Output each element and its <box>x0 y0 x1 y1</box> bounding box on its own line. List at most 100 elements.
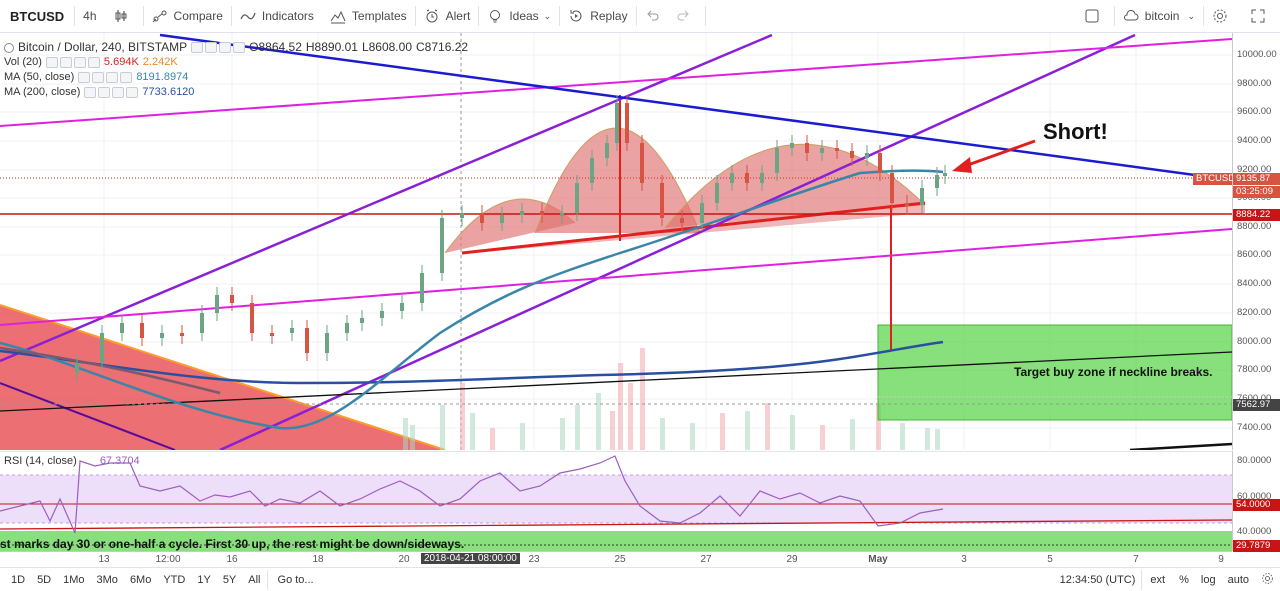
candle-body <box>520 211 524 215</box>
rsi-label: RSI (14, close) <box>4 455 77 467</box>
fullscreen-layout-button[interactable] <box>1076 0 1114 32</box>
time-tick-label: 27 <box>700 554 712 565</box>
time-tick-label: 9 <box>1218 554 1224 565</box>
price-tag-neckline: 8884.22 <box>1233 209 1280 221</box>
rsi-legend: RSI (14, close) 67.3704 <box>4 455 140 467</box>
rsi-bottom-note: st marks day 30 or one-half a cycle. Fir… <box>0 537 465 551</box>
replay-button[interactable]: Replay <box>560 0 635 32</box>
short-arrow <box>964 139 1036 168</box>
price-chart[interactable]: Short! Target buy zone if neckline break… <box>0 33 1232 450</box>
separator <box>635 6 637 26</box>
log-toggle[interactable]: log <box>1200 573 1216 586</box>
ext-toggle[interactable]: ext <box>1150 573 1166 586</box>
candle-body <box>615 103 619 143</box>
interval-button[interactable]: 4h <box>83 9 97 23</box>
auto-toggle[interactable]: auto <box>1227 573 1249 586</box>
price-tick-label: 9400.00 <box>1237 135 1272 146</box>
range-button[interactable]: 1D <box>11 573 26 586</box>
candle-body <box>480 213 484 223</box>
goto-button[interactable]: Go to... <box>277 573 314 586</box>
candle-body <box>575 183 579 213</box>
time-axis[interactable]: 9 7 5 3 May 29 27 25 23 20 18 16 12:00 13 2018-04-21 … <box>0 551 1232 568</box>
short-arrow-head <box>952 157 972 173</box>
fullscreen-button[interactable] <box>1242 0 1280 32</box>
crosshair-time-label: 2018-04-21 08:00:00 <box>421 553 520 564</box>
price-tag-countdown: 03:25:09 <box>1233 186 1280 198</box>
templates-button[interactable]: Templates <box>322 0 415 32</box>
compare-button[interactable]: Compare <box>144 0 231 32</box>
indicators-button[interactable]: Indicators <box>232 0 322 32</box>
replay-label: Replay <box>590 9 628 23</box>
ma200-label: MA (200, close) <box>4 86 81 98</box>
candle-body <box>100 333 104 363</box>
legend-buttons[interactable] <box>191 42 246 53</box>
range-button[interactable]: 6Mo <box>129 573 152 586</box>
alert-button[interactable]: Alert <box>416 0 479 32</box>
time-tick-label: 5 <box>1047 554 1053 565</box>
collapse-icon[interactable] <box>4 42 14 53</box>
rsi-trend-line <box>0 519 1232 530</box>
legend-ma50-row: MA (50, close) 8191.8974 <box>4 70 468 85</box>
utc-clock[interactable]: 12:34:50 (UTC) <box>1059 573 1136 586</box>
rsi-line <box>0 455 944 534</box>
rsi-tick-label: 40.0000 <box>1237 526 1272 537</box>
redo-button[interactable] <box>675 0 705 32</box>
candle-body <box>420 273 424 303</box>
legend-buttons[interactable] <box>78 72 133 83</box>
range-button[interactable]: YTD <box>163 573 186 586</box>
candle-body <box>140 323 144 338</box>
legend-buttons[interactable] <box>45 57 100 68</box>
layout-name: bitcoin <box>1144 9 1180 23</box>
price-tick-label: 9600.00 <box>1237 106 1272 117</box>
compare-label: Compare <box>173 9 223 23</box>
volume-value-b: 2.242K <box>142 56 178 68</box>
separator <box>704 6 706 26</box>
ma50-value: 8191.8974 <box>136 71 189 83</box>
settings-button[interactable] <box>1204 0 1242 32</box>
rsi-pane[interactable] <box>0 451 1232 551</box>
gear-icon <box>1262 572 1273 584</box>
settings-button[interactable] <box>1255 572 1280 588</box>
candle-body <box>400 303 404 311</box>
chart-style-button[interactable] <box>105 0 143 32</box>
price-axis[interactable]: 7400.00 7600.00 7800.00 8000.00 8200.00 8400.… <box>1193 33 1280 450</box>
rsi-tick-label: 60.0000 <box>1237 491 1272 502</box>
candle-body <box>590 158 594 183</box>
candle-body <box>75 363 79 373</box>
compare-icon <box>152 10 167 23</box>
legend-buttons[interactable] <box>84 87 139 98</box>
price-tick-label: 8000.00 <box>1237 336 1272 347</box>
symbol-title: Bitcoin / Dollar, 240, BITSTAMP <box>18 40 188 54</box>
ideas-button[interactable]: Ideas ⌄ <box>479 0 559 32</box>
purple-channel-top <box>0 33 773 363</box>
range-button[interactable]: 1Mo <box>63 573 85 586</box>
range-button[interactable]: All <box>248 573 261 586</box>
purple-channel-bottom <box>219 33 1136 450</box>
black-line <box>0 351 1232 412</box>
volume-bars <box>403 348 940 450</box>
ma-gray <box>0 346 221 395</box>
top-toolbar: BTCUSD 4h Compare Indicators Templates A… <box>0 0 1280 33</box>
percent-toggle[interactable]: % <box>1179 573 1189 586</box>
candle-body <box>640 143 644 183</box>
time-tick-label: 16 <box>226 554 238 565</box>
ma50-label: MA (50, close) <box>4 71 75 83</box>
chevron-down-icon: ⌄ <box>1187 10 1195 21</box>
range-button[interactable]: 1Y <box>197 573 211 586</box>
rsi-value: 67.3704 <box>99 455 140 467</box>
candle-body <box>943 173 947 176</box>
time-tick-label: May <box>868 554 888 565</box>
candle-body <box>660 183 664 218</box>
range-button[interactable]: 3Mo <box>96 573 118 586</box>
blue-downtrend-line <box>159 33 1232 182</box>
undo-button[interactable] <box>637 0 675 32</box>
symbol-button[interactable]: BTCUSD <box>10 8 65 24</box>
candle-body <box>605 143 609 158</box>
layout-save-button[interactable]: bitcoin ⌄ <box>1115 0 1203 32</box>
separator <box>1203 6 1204 26</box>
rsi-tick-label: 80.0000 <box>1237 455 1272 466</box>
undo-icon <box>646 10 659 21</box>
rsi-axis[interactable]: 40.0000 60.0000 80.0000 54.0000 29.7879 <box>1232 451 1280 552</box>
range-button[interactable]: 5D <box>37 573 52 586</box>
range-button[interactable]: 5Y <box>222 573 237 586</box>
